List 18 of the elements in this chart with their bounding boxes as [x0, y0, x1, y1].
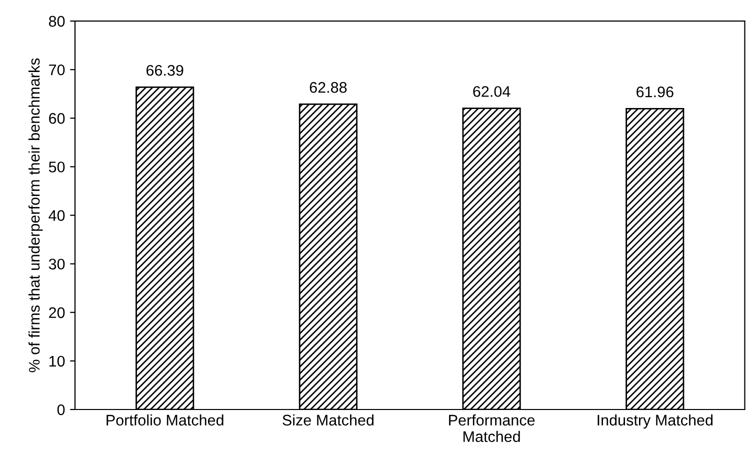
data-label: 62.88: [310, 82, 347, 93]
x-tick-label: Industry Matched: [598, 414, 713, 429]
y-tick-label: 50: [48, 162, 65, 172]
y-tick-label: 30: [48, 258, 65, 270]
data-label: 66.39: [146, 64, 184, 76]
x-tick-label: Portfolio Matched: [106, 414, 224, 426]
y-axis-title: % of firms that underperform their benchmarks: [28, 58, 43, 372]
data-label: 62.04: [473, 86, 510, 97]
y-tick-label: 40: [48, 210, 65, 221]
y-tick-label: 80: [48, 16, 65, 27]
y-tick-label: 10: [49, 356, 65, 367]
x-tick-label: Performance Matched: [449, 414, 535, 442]
y-tick-label: 0: [57, 404, 65, 416]
data-label: 61.96: [636, 86, 674, 98]
y-tick-label: 20: [49, 307, 65, 318]
x-tick-label: Size Matched: [282, 414, 374, 426]
y-tick-label: 60: [49, 113, 65, 124]
y-tick-label: 70: [49, 64, 65, 76]
